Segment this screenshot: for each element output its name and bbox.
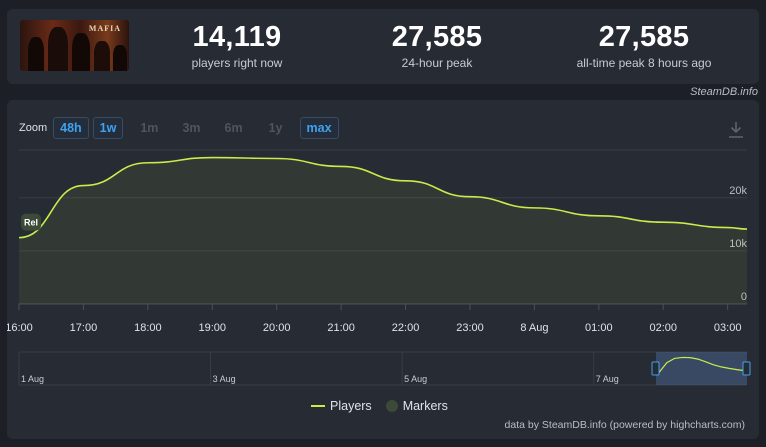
zoom-1y-button[interactable]: 1y	[268, 121, 283, 135]
chart-legend: Players Markers	[311, 399, 462, 413]
legend-label: Players	[330, 399, 372, 413]
zoom-label: Zoom	[19, 122, 48, 134]
zoom-bar: Zoom 48h 1w 1m 3m 6m 1y max	[19, 117, 343, 139]
legend-markers[interactable]: Markers	[385, 399, 448, 413]
players-area	[19, 157, 747, 304]
y-tick-label: 0	[741, 291, 747, 303]
game-thumbnail[interactable]: MAFIA	[20, 20, 129, 71]
stat-24h-peak: 27,585 24-hour peak	[347, 21, 527, 70]
navigator-label: 5 Aug	[404, 374, 427, 384]
stat-current-players: 14,119 players right now	[147, 21, 327, 70]
game-logo-text: MAFIA	[88, 24, 121, 33]
navigator-label: 1 Aug	[21, 374, 44, 384]
stat-label: 24-hour peak	[401, 56, 473, 70]
zoom-6m-button[interactable]: 6m	[224, 121, 243, 135]
y-tick-label: 10k	[729, 238, 747, 250]
steamdb-watermark[interactable]: SteamDB.info	[690, 86, 758, 98]
x-tick-label: 8 Aug	[520, 322, 548, 334]
stat-all-time-peak: 27,585 all-time peak 8 hours ago	[554, 21, 734, 70]
release-marker-label: Rel	[24, 218, 38, 228]
zoom-1m-button[interactable]: 1m	[140, 121, 159, 135]
stat-value: 14,119	[192, 21, 282, 53]
stat-value: 27,585	[598, 21, 690, 53]
chart-panel: 0 10k 20k 16:00 17:00 18:00 19:00 20:00 21:00 22:…	[7, 100, 759, 439]
x-tick-label: 21:00	[327, 322, 355, 334]
x-tick-label: 20:00	[263, 322, 291, 334]
players-line	[18, 156, 748, 239]
navigator-label: 3 Aug	[213, 374, 236, 384]
legend-players[interactable]: Players	[311, 399, 372, 413]
stat-value: 27,585	[391, 21, 483, 53]
stats-panel: MAFIA 14,119 players right now 27,585 24…	[7, 9, 759, 84]
release-marker	[21, 213, 41, 231]
stat-label: all-time peak 8 hours ago	[576, 56, 712, 70]
zoom-1w-button[interactable]: 1w	[92, 117, 124, 139]
navigator-handle-left	[651, 361, 660, 376]
x-tick-label: 16:00	[7, 322, 33, 334]
legend-line-swatch	[311, 405, 325, 407]
zoom-3m-button[interactable]: 3m	[182, 121, 201, 135]
x-tick-label: 18:00	[134, 322, 162, 334]
zoom-48h-button[interactable]: 48h	[53, 117, 89, 139]
x-tick-label: 03:00	[714, 322, 742, 334]
x-tick-label: 01:00	[585, 322, 613, 334]
navigator-label: 7 Aug	[596, 374, 619, 384]
x-tick-label: 19:00	[199, 322, 227, 334]
x-tick-label: 22:00	[392, 322, 420, 334]
legend-label: Markers	[402, 399, 448, 413]
stat-label: players right now	[191, 56, 283, 70]
x-tick-label: 23:00	[456, 322, 484, 334]
zoom-max-button[interactable]: max	[299, 117, 339, 139]
chart-credits[interactable]: data by SteamDB.info (powered by highcha…	[504, 419, 745, 431]
x-tick-label: 02:00	[649, 322, 677, 334]
navigator-series	[658, 356, 748, 373]
player-count-chart[interactable]: 0 10k 20k 16:00 17:00 18:00 19:00 20:00 21:00 22:…	[7, 100, 759, 439]
navigator-handle-right	[742, 361, 751, 376]
download-icon[interactable]	[728, 121, 744, 139]
x-tick-label: 17:00	[70, 322, 98, 334]
y-tick-label: 20k	[729, 185, 747, 197]
legend-dot-swatch	[385, 400, 398, 412]
